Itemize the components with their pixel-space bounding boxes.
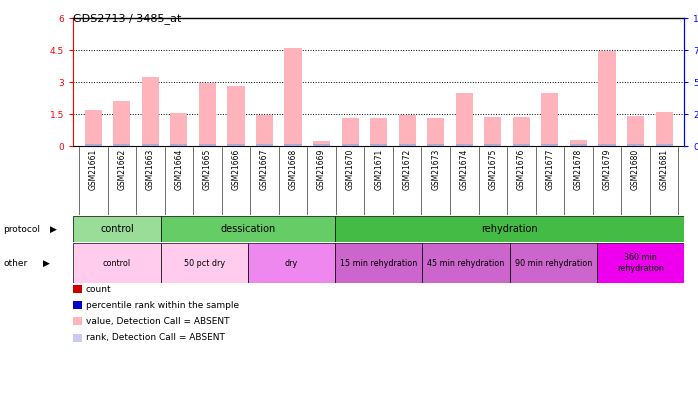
Bar xyxy=(341,144,359,146)
Bar xyxy=(655,144,673,146)
Text: GSM21673: GSM21673 xyxy=(431,149,440,190)
Bar xyxy=(113,101,131,146)
Text: control: control xyxy=(103,258,131,267)
Text: GSM21676: GSM21676 xyxy=(517,149,526,190)
Text: rank, Detection Call = ABSENT: rank, Detection Call = ABSENT xyxy=(86,333,225,342)
Text: GSM21681: GSM21681 xyxy=(660,149,669,190)
Bar xyxy=(313,141,330,146)
Bar xyxy=(199,144,216,146)
Text: ▶: ▶ xyxy=(43,258,50,267)
Bar xyxy=(256,144,273,146)
Bar xyxy=(161,243,248,283)
Bar xyxy=(73,243,161,283)
Text: GSM21665: GSM21665 xyxy=(203,149,212,190)
Bar xyxy=(341,118,359,146)
Bar xyxy=(170,144,188,146)
Bar xyxy=(228,86,244,146)
Bar xyxy=(256,115,273,146)
Bar xyxy=(542,93,558,146)
Text: 45 min rehydration: 45 min rehydration xyxy=(427,258,505,267)
Bar xyxy=(335,216,684,242)
Bar xyxy=(170,113,188,146)
Bar xyxy=(142,77,159,146)
Bar xyxy=(113,144,131,146)
Text: GSM21672: GSM21672 xyxy=(403,149,412,190)
Bar xyxy=(427,118,445,146)
Text: GSM21661: GSM21661 xyxy=(89,149,98,190)
Text: control: control xyxy=(100,224,134,234)
Text: GSM21668: GSM21668 xyxy=(288,149,297,190)
Text: 50 pct dry: 50 pct dry xyxy=(184,258,225,267)
Bar xyxy=(399,144,416,146)
Bar xyxy=(598,144,616,146)
Bar xyxy=(570,144,587,146)
Text: dry: dry xyxy=(285,258,298,267)
Bar xyxy=(285,48,302,146)
Bar xyxy=(84,110,102,146)
Bar xyxy=(456,93,473,146)
Text: protocol: protocol xyxy=(3,224,40,234)
Text: GSM21675: GSM21675 xyxy=(489,149,497,190)
Text: rehydration: rehydration xyxy=(481,224,538,234)
Text: 90 min rehydration: 90 min rehydration xyxy=(514,258,592,267)
Bar xyxy=(285,144,302,146)
Text: GSM21666: GSM21666 xyxy=(232,149,241,190)
Bar xyxy=(597,243,684,283)
Text: GSM21669: GSM21669 xyxy=(317,149,326,190)
Bar xyxy=(627,144,644,146)
Text: 360 min
rehydration: 360 min rehydration xyxy=(617,253,664,273)
Bar xyxy=(570,140,587,146)
Text: GSM21670: GSM21670 xyxy=(346,149,355,190)
Bar xyxy=(513,144,530,146)
Bar xyxy=(513,117,530,146)
Bar xyxy=(199,83,216,146)
Text: GSM21674: GSM21674 xyxy=(460,149,469,190)
Text: GSM21671: GSM21671 xyxy=(374,149,383,190)
Bar xyxy=(427,144,445,146)
Bar xyxy=(627,116,644,146)
Bar xyxy=(542,144,558,146)
Bar xyxy=(370,144,387,146)
Bar xyxy=(335,243,422,283)
Bar xyxy=(456,144,473,146)
Bar xyxy=(73,216,161,242)
Bar xyxy=(370,118,387,146)
Bar xyxy=(484,117,501,146)
Text: GSM21679: GSM21679 xyxy=(602,149,611,190)
Bar xyxy=(161,216,335,242)
Text: GSM21678: GSM21678 xyxy=(574,149,583,190)
Bar xyxy=(655,112,673,146)
Bar xyxy=(399,115,416,146)
Bar xyxy=(228,144,244,146)
Text: value, Detection Call = ABSENT: value, Detection Call = ABSENT xyxy=(86,317,230,326)
Bar xyxy=(598,51,616,146)
Text: GSM21664: GSM21664 xyxy=(174,149,184,190)
Text: GDS2713 / 3485_at: GDS2713 / 3485_at xyxy=(73,13,181,24)
Text: count: count xyxy=(86,284,112,294)
Bar xyxy=(484,144,501,146)
Bar xyxy=(510,243,597,283)
Text: percentile rank within the sample: percentile rank within the sample xyxy=(86,301,239,310)
Text: GSM21662: GSM21662 xyxy=(117,149,126,190)
Bar xyxy=(84,144,102,146)
Text: 15 min rehydration: 15 min rehydration xyxy=(340,258,417,267)
Bar xyxy=(142,144,159,146)
Text: dessication: dessication xyxy=(220,224,276,234)
Bar xyxy=(248,243,335,283)
Text: GSM21680: GSM21680 xyxy=(631,149,640,190)
Text: GSM21677: GSM21677 xyxy=(545,149,554,190)
Bar xyxy=(313,144,330,146)
Text: GSM21663: GSM21663 xyxy=(146,149,155,190)
Text: other: other xyxy=(3,258,28,267)
Text: ▶: ▶ xyxy=(50,224,57,234)
Bar xyxy=(422,243,510,283)
Text: GSM21667: GSM21667 xyxy=(260,149,269,190)
